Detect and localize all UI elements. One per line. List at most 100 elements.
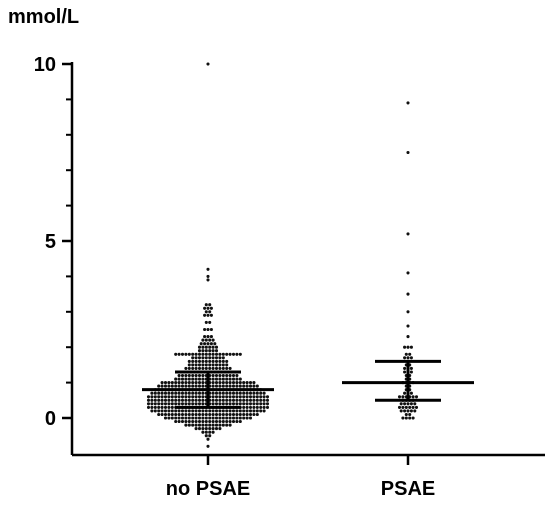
data-point <box>255 384 259 388</box>
data-point <box>231 402 236 406</box>
data-point <box>211 377 215 381</box>
data-point <box>208 345 212 349</box>
data-point <box>245 384 249 388</box>
data-point <box>208 366 212 370</box>
data-point <box>209 342 213 346</box>
data-point <box>187 384 191 388</box>
data-point <box>187 391 191 395</box>
data-point <box>221 366 225 370</box>
data-point <box>201 381 205 385</box>
data-point <box>167 412 171 417</box>
data-point <box>238 384 242 388</box>
data-point <box>197 412 202 417</box>
data-point <box>197 359 202 363</box>
data-point <box>225 416 229 420</box>
data-point <box>163 409 168 413</box>
data-point <box>194 416 198 420</box>
data-point <box>242 409 246 413</box>
data-point <box>404 412 408 417</box>
data-point <box>252 398 256 402</box>
data-point <box>197 409 202 413</box>
data-point <box>248 398 253 402</box>
data-point <box>203 327 207 332</box>
data-point <box>211 395 215 399</box>
data-point <box>150 405 154 409</box>
data-point <box>170 391 174 395</box>
data-point <box>406 271 410 275</box>
data-point <box>197 373 202 378</box>
data-point <box>201 366 205 370</box>
data-point <box>197 391 202 395</box>
data-point <box>204 423 208 427</box>
data-point <box>201 430 205 434</box>
data-point <box>187 395 191 399</box>
data-point <box>184 384 188 388</box>
data-point <box>214 416 219 420</box>
data-point <box>403 370 407 374</box>
data-point <box>160 395 164 399</box>
data-point <box>191 398 195 402</box>
data-point <box>184 416 188 420</box>
data-point <box>167 391 171 395</box>
data-point <box>214 349 219 353</box>
data-point <box>262 391 266 395</box>
data-point <box>177 352 181 356</box>
data-point <box>235 395 239 399</box>
data-point <box>170 416 174 420</box>
data-point <box>265 405 270 409</box>
data-point <box>197 349 202 353</box>
data-point <box>177 381 181 385</box>
data-point <box>204 366 208 370</box>
data-point <box>191 356 195 360</box>
data-point <box>204 359 208 363</box>
data-point <box>228 391 232 395</box>
data-point <box>211 430 215 434</box>
data-point <box>184 419 188 424</box>
data-point <box>204 310 208 314</box>
data-point <box>255 409 259 413</box>
data-point <box>409 366 413 370</box>
data-point <box>184 381 188 385</box>
data-point <box>201 384 205 388</box>
data-point <box>170 409 174 413</box>
data-point <box>409 345 413 349</box>
data-point <box>177 391 181 395</box>
data-point <box>184 391 188 395</box>
data-point <box>187 352 191 356</box>
data-point <box>174 416 178 420</box>
data-point <box>218 381 222 385</box>
data-point <box>204 427 208 431</box>
data-point <box>170 405 174 409</box>
data-point <box>150 398 154 402</box>
data-point <box>201 391 205 395</box>
data-point <box>184 373 188 378</box>
data-point <box>252 391 256 395</box>
data-point <box>153 398 157 402</box>
data-point <box>208 310 212 314</box>
data-point <box>413 402 417 406</box>
data-point <box>231 416 236 420</box>
data-point <box>225 363 229 367</box>
data-point <box>228 423 232 427</box>
data-point <box>180 416 185 420</box>
data-point <box>406 292 410 296</box>
data-point <box>160 409 164 413</box>
data-point <box>211 416 215 420</box>
data-point <box>204 412 208 417</box>
data-point <box>409 409 413 413</box>
data-point <box>218 423 222 427</box>
data-point <box>184 412 188 417</box>
data-point <box>174 402 178 406</box>
data-point <box>163 416 168 420</box>
data-point <box>221 363 225 367</box>
data-point <box>225 359 229 363</box>
data-point <box>408 352 412 356</box>
data-point <box>225 373 229 378</box>
data-point <box>153 402 157 406</box>
data-point <box>187 412 191 417</box>
data-point <box>221 412 225 417</box>
data-point <box>146 405 151 409</box>
data-point <box>238 398 242 402</box>
data-point <box>208 349 212 353</box>
data-point <box>242 412 246 417</box>
